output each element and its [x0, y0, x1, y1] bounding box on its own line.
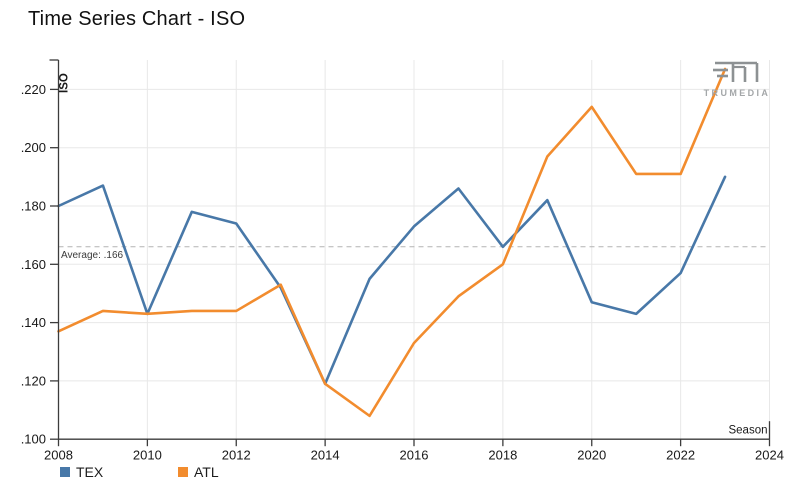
series-line-tex — [57, 175, 727, 386]
x-tick-label: 2024 — [755, 448, 784, 463]
legend-swatch-atl — [178, 467, 188, 477]
y-tick-label: .120 — [21, 373, 46, 388]
legend-item-atl[interactable]: ATL — [178, 464, 219, 480]
y-tick-label: .180 — [21, 199, 46, 214]
chart-title: Time Series Chart - ISO — [28, 8, 246, 30]
x-axis-title: Season — [728, 425, 767, 437]
legend-swatch-tex — [60, 467, 70, 477]
legend-label-atl: ATL — [194, 464, 219, 480]
x-tick-label: 2020 — [577, 448, 606, 463]
legend-label-tex: TEX — [76, 464, 104, 480]
average-label: Average: .166 — [61, 250, 124, 261]
y-tick-label: .200 — [21, 140, 46, 155]
x-tick-label: 2016 — [400, 448, 429, 463]
x-tick-label: 2012 — [222, 448, 251, 463]
y-tick-label: .220 — [21, 82, 46, 97]
x-tick-label: 2008 — [44, 448, 73, 463]
x-tick-label: 2022 — [666, 448, 695, 463]
y-tick-label: .140 — [21, 315, 46, 330]
x-tick-label: 2010 — [133, 448, 162, 463]
x-tick-label: 2014 — [311, 448, 340, 463]
y-tick-label: .160 — [21, 257, 46, 272]
series-line-atl — [57, 67, 727, 418]
y-axis-title: ISO — [59, 73, 71, 93]
y-tick-label: .100 — [21, 432, 46, 447]
legend-item-tex[interactable]: TEX — [60, 464, 103, 480]
x-tick-label: 2018 — [488, 448, 517, 463]
